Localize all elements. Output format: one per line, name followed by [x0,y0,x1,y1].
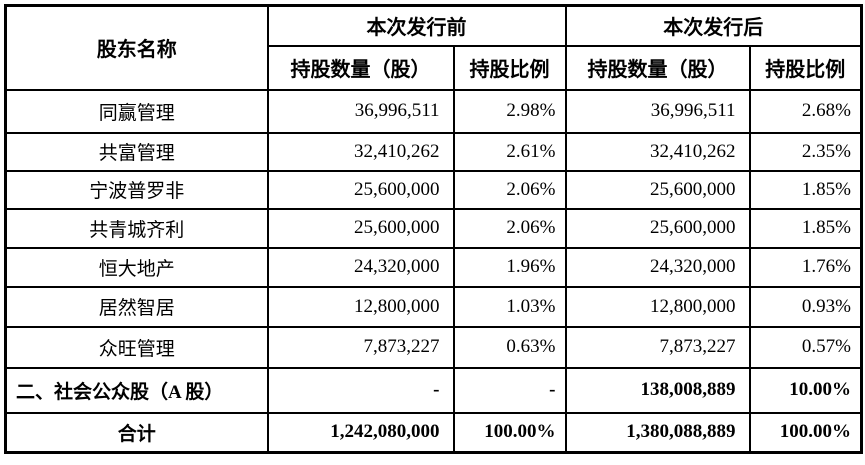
ratio-after-cell: 100.00% [748,411,863,454]
shares-before-cell: 25,600,000 [266,207,455,249]
shares-after-cell: 25,600,000 [564,207,751,249]
table-row: 恒大地产 24,320,000 1.96% 24,320,000 1.76% [4,246,863,288]
shareholder-name-cell: 众旺管理 [4,325,269,369]
header-row-groups: 股东名称 本次发行前 本次发行后 [4,4,863,91]
ratio-after-cell: 1.76% [748,246,863,288]
ratio-before-cell: - [452,366,567,414]
shares-before-cell: 1,242,080,000 [266,411,455,454]
col-group-before-issue: 本次发行前 [266,4,567,47]
ratio-before-cell: 2.98% [452,88,567,134]
ratio-after-cell: 10.00% [748,366,863,414]
shares-after-cell: 1,380,088,889 [564,411,751,454]
shareholder-name-cell: 共富管理 [4,131,269,172]
table-row: 众旺管理 7,873,227 0.63% 7,873,227 0.57% [4,325,863,369]
col-header-ratio-after: 持股比例 [748,44,863,91]
total-row: 合计 1,242,080,000 100.00% 1,380,088,889 1… [4,411,863,454]
shareholder-name-cell: 二、社会公众股（A 股） [4,366,269,414]
ratio-after-cell: 0.57% [748,325,863,369]
ratio-after-cell: 2.68% [748,88,863,134]
ratio-before-cell: 2.06% [452,169,567,210]
shares-before-cell: - [266,366,455,414]
ratio-after-cell: 0.93% [748,285,863,328]
shares-after-cell: 12,800,000 [564,285,751,328]
shareholder-name-cell: 居然智居 [4,285,269,328]
shareholder-name-cell: 合计 [4,411,269,454]
shareholder-structure-table: 股东名称 本次发行前 本次发行后 持股数量（股） 持股比例 持股数量（股） 持股… [4,4,863,454]
ratio-after-cell: 1.85% [748,169,863,210]
col-header-shares-before: 持股数量（股） [266,44,455,91]
shares-after-cell: 36,996,511 [564,88,751,134]
ratio-before-cell: 0.63% [452,325,567,369]
table-row: 共富管理 32,410,262 2.61% 32,410,262 2.35% [4,131,863,172]
ratio-before-cell: 1.96% [452,246,567,288]
ratio-before-cell: 100.00% [452,411,567,454]
shareholder-name-cell: 恒大地产 [4,246,269,288]
shares-after-cell: 24,320,000 [564,246,751,288]
header-row-subcolumns: 持股数量（股） 持股比例 持股数量（股） 持股比例 [6,44,863,91]
public-shares-row: 二、社会公众股（A 股） - - 138,008,889 10.00% [4,366,863,414]
shares-before-cell: 7,873,227 [266,325,455,369]
shares-before-cell: 36,996,511 [266,88,455,134]
ratio-before-cell: 2.61% [452,131,567,172]
shares-before-cell: 25,600,000 [266,169,455,210]
col-group-after-issue: 本次发行后 [564,4,863,47]
ratio-before-cell: 1.03% [452,285,567,328]
shares-after-cell: 7,873,227 [564,325,751,369]
shareholder-name-cell: 共青城齐利 [4,207,269,249]
ratio-before-cell: 2.06% [452,207,567,249]
ratio-after-cell: 2.35% [748,131,863,172]
shares-after-cell: 138,008,889 [564,366,751,414]
col-header-ratio-before: 持股比例 [452,44,567,91]
shares-after-cell: 25,600,000 [564,169,751,210]
table-row: 共青城齐利 25,600,000 2.06% 25,600,000 1.85% [4,207,863,249]
shares-before-cell: 32,410,262 [266,131,455,172]
table-row: 宁波普罗非 25,600,000 2.06% 25,600,000 1.85% [4,169,863,210]
table-row: 居然智居 12,800,000 1.03% 12,800,000 0.93% [4,285,863,328]
col-header-shares-after: 持股数量（股） [564,44,751,91]
shareholder-name-cell: 宁波普罗非 [4,169,269,210]
shares-before-cell: 12,800,000 [266,285,455,328]
col-header-shareholder-name: 股东名称 [4,4,269,91]
shares-after-cell: 32,410,262 [564,131,751,172]
shares-before-cell: 24,320,000 [266,246,455,288]
table-row: 同赢管理 36,996,511 2.98% 36,996,511 2.68% [4,88,863,134]
ratio-after-cell: 1.85% [748,207,863,249]
shareholder-name-cell: 同赢管理 [4,88,269,134]
